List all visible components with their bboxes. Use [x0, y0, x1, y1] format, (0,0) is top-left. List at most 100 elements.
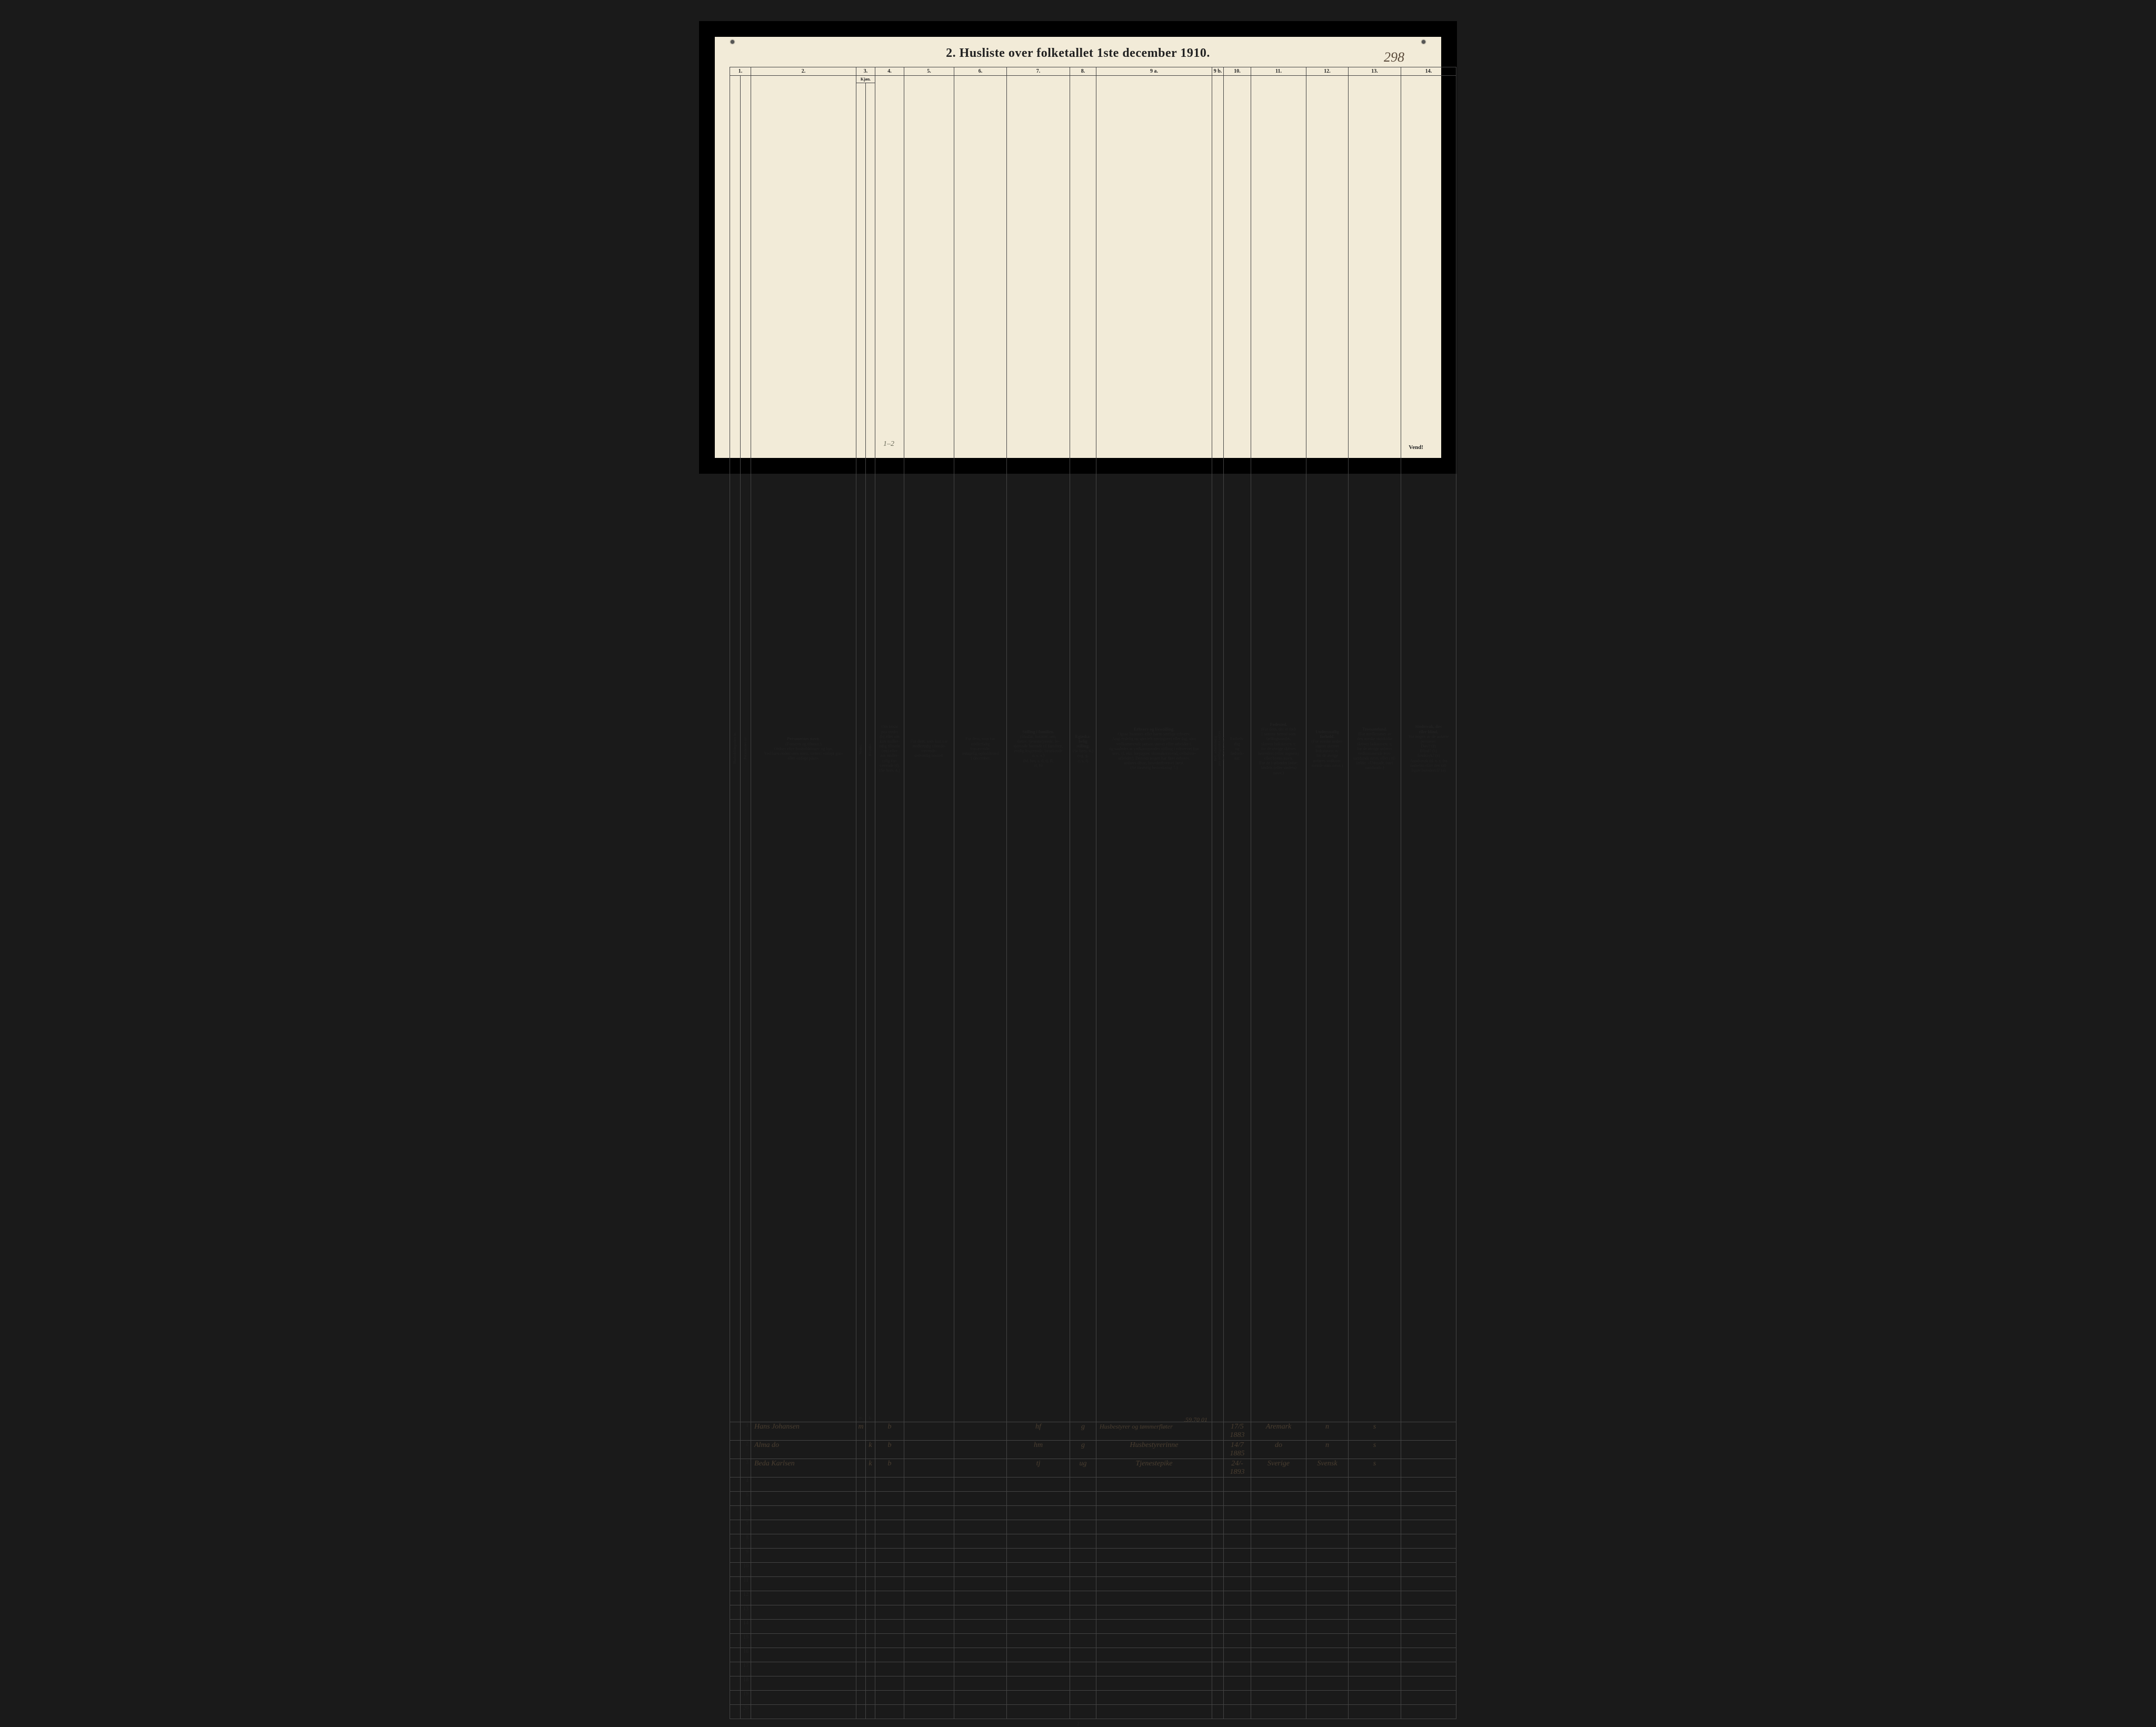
cell-name	[751, 1534, 856, 1548]
cell	[1401, 1505, 1456, 1520]
cell	[856, 1591, 866, 1605]
row-number: 18	[741, 1676, 751, 1690]
cell	[1212, 1505, 1224, 1520]
cell	[730, 1662, 741, 1676]
col-kjon: Kjøn.	[856, 76, 875, 83]
cell	[875, 1690, 904, 1704]
cell	[1224, 1505, 1251, 1520]
col-maend: Mænd.m.	[856, 83, 866, 1422]
cell	[1251, 1605, 1306, 1619]
table-row: 9	[730, 1548, 1456, 1562]
cell	[1401, 1662, 1456, 1676]
col-kvinder: Kvinder.k.	[866, 83, 875, 1422]
cell	[954, 1459, 1007, 1477]
vend-label: Vend!	[1409, 444, 1423, 451]
row-number: 9	[741, 1548, 751, 1562]
cell	[1306, 1662, 1349, 1676]
cell: n	[1306, 1440, 1349, 1459]
cell	[730, 1520, 741, 1534]
cell	[1401, 1440, 1456, 1459]
row-number: 1	[741, 1422, 751, 1440]
col-num: 8.	[1070, 67, 1096, 76]
cell: Husbestyrerinne	[1096, 1440, 1212, 1459]
cell	[954, 1562, 1007, 1576]
cell	[1401, 1459, 1456, 1477]
page-title: 2. Husliste over folketallet 1ste decemb…	[730, 46, 1426, 61]
cell	[1212, 1662, 1224, 1676]
cell	[954, 1520, 1007, 1534]
col-num: 2.	[751, 67, 856, 76]
col-arbeidsledig: Helt arbeidsledigpaa tællingstiden sætte…	[1212, 76, 1224, 1422]
cell	[866, 1619, 875, 1633]
cell	[904, 1662, 954, 1676]
cell	[730, 1505, 741, 1520]
cell	[1306, 1520, 1349, 1534]
cell-name	[751, 1562, 856, 1576]
col-num: 9 a.	[1096, 67, 1212, 76]
cell	[904, 1676, 954, 1690]
cell	[1401, 1422, 1456, 1440]
cell	[1349, 1576, 1401, 1591]
cell	[954, 1548, 1007, 1562]
cell	[1212, 1548, 1224, 1562]
cell	[1096, 1648, 1212, 1662]
cell	[1007, 1605, 1070, 1619]
table-row: 2Alma dokbhmgHusbestyrerinne14/7 1885don…	[730, 1440, 1456, 1459]
table-row: 20	[730, 1704, 1456, 1719]
census-table: 1.2.3.4.5.6.7.8.9 a.9 b.10.11.12.13.14. …	[730, 67, 1456, 1719]
cell	[904, 1704, 954, 1719]
cell	[1306, 1576, 1349, 1591]
census-sheet: 298 2. Husliste over folketallet 1ste de…	[715, 37, 1441, 458]
cell	[1070, 1477, 1096, 1491]
cell	[1401, 1690, 1456, 1704]
cell-name	[751, 1633, 856, 1648]
cell	[1251, 1648, 1306, 1662]
cell	[1212, 1633, 1224, 1648]
cell	[1306, 1648, 1349, 1662]
cell	[1007, 1662, 1070, 1676]
cell	[1212, 1690, 1224, 1704]
cell	[904, 1520, 954, 1534]
cell	[875, 1534, 904, 1548]
cell	[1007, 1591, 1070, 1605]
cell	[856, 1676, 866, 1690]
cell	[730, 1459, 741, 1477]
cell	[1349, 1548, 1401, 1562]
cell	[1096, 1520, 1212, 1534]
cell	[730, 1704, 741, 1719]
cell: tj	[1007, 1459, 1070, 1477]
table-header: 1.2.3.4.5.6.7.8.9 a.9 b.10.11.12.13.14. …	[730, 67, 1456, 1422]
cell	[1401, 1491, 1456, 1505]
table-body: 1Hans Johansenmbhfg.59.70 01Husbestyrer …	[730, 1422, 1456, 1719]
cell	[1224, 1690, 1251, 1704]
cell	[1070, 1576, 1096, 1591]
row-number: 11	[741, 1576, 751, 1591]
cell	[1251, 1534, 1306, 1548]
cell	[904, 1548, 954, 1562]
cell	[904, 1491, 954, 1505]
cell: 14/7 1885	[1224, 1440, 1251, 1459]
cell	[1070, 1548, 1096, 1562]
cell	[1212, 1605, 1224, 1619]
cell	[954, 1576, 1007, 1591]
cell-name: Beda Karlsen	[751, 1459, 856, 1477]
cell	[856, 1633, 866, 1648]
cell	[1306, 1548, 1349, 1562]
cell	[1401, 1591, 1456, 1605]
row-number: 20	[741, 1704, 751, 1719]
col-num: 1.	[730, 67, 751, 76]
row-number: 7	[741, 1520, 751, 1534]
cell	[1007, 1619, 1070, 1633]
cell	[1007, 1633, 1070, 1648]
cell	[1224, 1562, 1251, 1576]
cell	[1306, 1690, 1349, 1704]
row-number: 8	[741, 1534, 751, 1548]
cell	[1096, 1619, 1212, 1633]
cell	[904, 1534, 954, 1548]
cell	[1096, 1548, 1212, 1562]
col-egteskabelig: Egteska-beligstilling.(Se bem. 6.)(ug, g…	[1070, 76, 1096, 1422]
cell	[1070, 1562, 1096, 1576]
cell	[1306, 1591, 1349, 1605]
cell	[1401, 1548, 1456, 1562]
table-row: 7	[730, 1520, 1456, 1534]
